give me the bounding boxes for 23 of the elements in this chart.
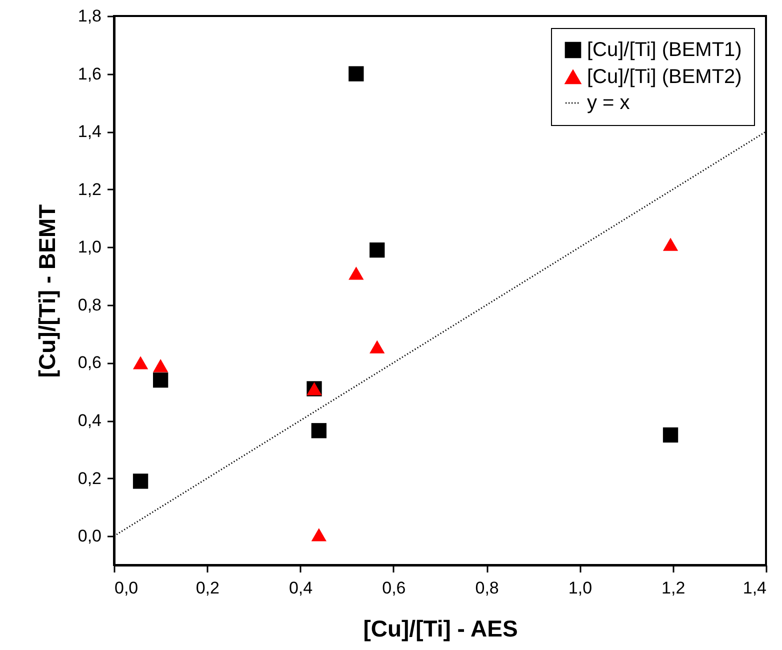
- y-tick-label: 0,6: [78, 353, 102, 372]
- y-tick-label: 1,4: [78, 122, 102, 142]
- y-tick-label: 0,2: [78, 468, 102, 488]
- x-tick-label: 0,6: [382, 578, 406, 598]
- x-tick-label: 0,2: [196, 578, 220, 598]
- x-tick-label: 1,2: [662, 578, 686, 598]
- x-tick-label: 0,4: [288, 578, 313, 598]
- y-tick-label: 0,8: [78, 295, 102, 314]
- x-tick-label: 1,0: [568, 578, 592, 598]
- x-tick-label: 0,8: [475, 578, 499, 598]
- legend-label: y = x: [587, 92, 630, 114]
- y-tick-label: 1,2: [78, 180, 102, 199]
- x-tick-label: 1,4: [742, 578, 766, 598]
- y-tick-label: 1,6: [78, 64, 102, 84]
- legend-label: [Cu]/[Ti] (BEMT1): [587, 39, 742, 61]
- legend-label: [Cu]/[Ti] (BEMT2): [587, 66, 742, 88]
- y-tick-label: 1,0: [78, 238, 102, 257]
- x-axis-title: [Cu]/[Ti] - AES: [363, 616, 518, 642]
- y-tick-label: 0,4: [78, 411, 102, 430]
- y-tick-label: 0,0: [78, 526, 102, 546]
- y-axis-title: [Cu]/[Ti] - BEMT: [34, 204, 60, 378]
- x-tick-label: 0,0: [114, 578, 138, 598]
- y-tick-label: 1,8: [78, 6, 102, 26]
